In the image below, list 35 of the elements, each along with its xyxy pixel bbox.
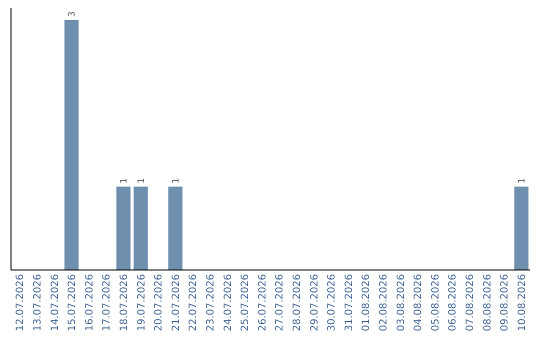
x-tick-label: 31.07.2026 — [344, 274, 355, 332]
x-tick-label: 01.08.2026 — [361, 274, 372, 332]
data-label: 1 — [136, 178, 147, 184]
data-label: 1 — [171, 178, 182, 184]
x-tick-label: 07.08.2026 — [464, 274, 476, 332]
x-tick-label: 05.08.2026 — [430, 274, 442, 332]
x-tick-label: 22.07.2026 — [188, 274, 200, 332]
x-tick-label: 20.07.2026 — [154, 274, 165, 332]
x-tick-label: 15.07.2026 — [67, 274, 78, 332]
x-tick-label: 23.07.2026 — [205, 274, 216, 332]
data-label: 1 — [119, 178, 130, 184]
x-tick-label: 26.07.2026 — [257, 274, 268, 332]
x-tick-label: 19.07.2026 — [136, 274, 148, 332]
x-tick-label: 21.07.2026 — [170, 274, 182, 332]
x-tick-label: 08.08.2026 — [482, 274, 494, 332]
x-tick-label: 29.07.2026 — [309, 274, 320, 332]
x-tick-label: 25.07.2026 — [240, 274, 252, 332]
x-tick-label: 18.07.2026 — [118, 274, 130, 332]
x-tick-label: 09.08.2026 — [500, 274, 511, 332]
x-tick-label: 17.07.2026 — [102, 274, 113, 332]
x-tick-label: 28.07.2026 — [292, 274, 303, 332]
x-tick-label: 06.08.2026 — [448, 274, 459, 332]
x-tick-label: 24.07.2026 — [222, 274, 234, 332]
data-label: 3 — [68, 11, 78, 17]
data-label: 1 — [517, 178, 528, 184]
x-tick-label: 03.08.2026 — [396, 274, 407, 332]
x-tick-label: 27.07.2026 — [274, 274, 286, 332]
x-tick-label: 30.07.2026 — [326, 274, 338, 332]
x-tick-label: 02.08.2026 — [378, 274, 390, 332]
x-tick-label: 16.07.2026 — [84, 274, 96, 332]
x-tick-label: 13.07.2026 — [32, 274, 44, 332]
x-tick-label: 04.08.2026 — [413, 274, 424, 332]
x-tick-label: 14.07.2026 — [50, 274, 61, 332]
x-tick-label: 12.07.2026 — [15, 274, 26, 332]
x-tick-label: 10.08.2026 — [516, 274, 528, 332]
